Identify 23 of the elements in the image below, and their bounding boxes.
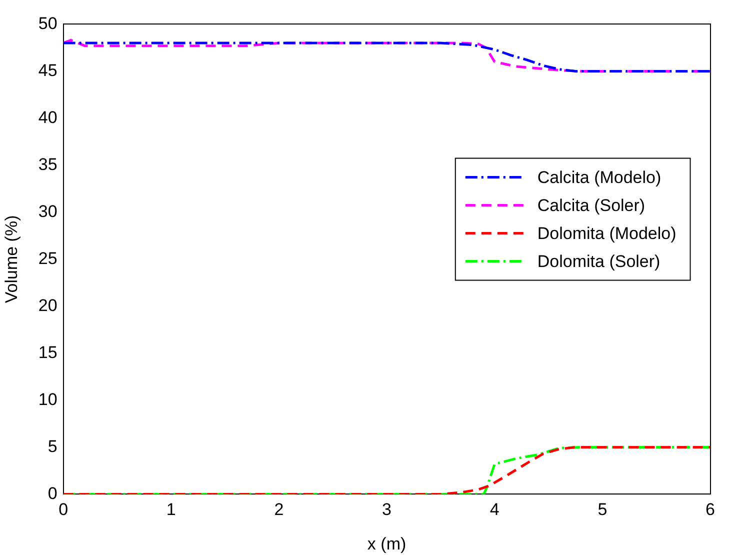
- y-tick-label: 0: [48, 484, 58, 503]
- y-tick-label: 20: [38, 296, 58, 315]
- y-tick-label: 45: [38, 60, 58, 80]
- x-tick-label: 2: [274, 500, 284, 520]
- x-tick-label: 3: [382, 500, 392, 520]
- legend-label: Calcita (Soler): [537, 196, 646, 215]
- y-tick-label: 40: [38, 108, 58, 127]
- y-tick-label: 50: [38, 14, 58, 33]
- legend-label: Dolomita (Soler): [537, 252, 660, 271]
- legend-label: Calcita (Modelo): [537, 168, 662, 187]
- x-tick-label: 4: [490, 500, 500, 520]
- legend-label: Dolomita (Modelo): [537, 224, 676, 243]
- y-tick-label: 35: [38, 154, 58, 174]
- y-tick-label: 5: [48, 436, 58, 456]
- x-tick-label: 5: [598, 500, 608, 520]
- y-tick-label: 30: [38, 202, 58, 221]
- x-tick-label: 6: [706, 500, 716, 520]
- x-axis-title: x (m): [367, 534, 406, 554]
- y-tick-label: 15: [38, 342, 58, 362]
- y-tick-label: 10: [38, 390, 58, 409]
- y-axis-title: Volume (%): [2, 215, 21, 304]
- x-tick-label: 1: [166, 500, 176, 520]
- y-tick-label: 25: [38, 248, 58, 268]
